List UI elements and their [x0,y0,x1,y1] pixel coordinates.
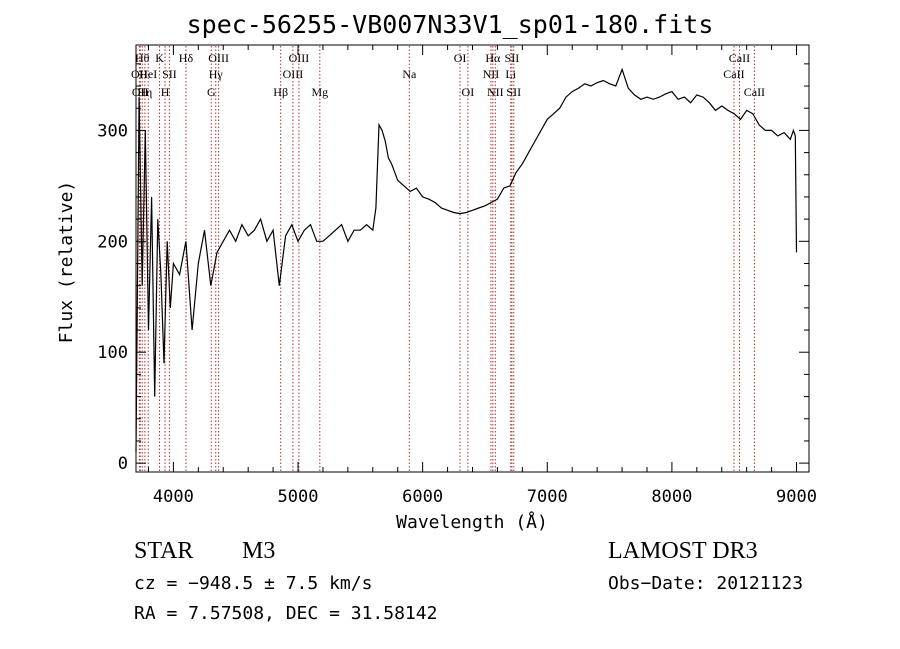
x-axis-label: Wavelength (Å) [396,511,548,533]
line-marker-label: OIII [283,67,304,81]
line-marker-label: OI [462,85,475,99]
line-marker-label: OIII [208,51,229,65]
line-marker-label: Li [505,67,516,81]
line-marker-label: OI [454,51,467,65]
x-tick-label: 5000 [278,487,319,507]
object-class: STAR [134,538,194,564]
y-tick-label: 200 [97,232,128,252]
line-marker-label: Hθ [135,51,150,65]
line-marker-label: NII [483,67,500,81]
x-tick-label: 9000 [776,487,817,507]
line-marker-label: K [155,51,164,65]
line-marker-label: Hδ [179,51,194,65]
y-axis-label: Flux (relative) [56,181,77,344]
x-axis-ticks: 4000 5000 6000 7000 8000 9000 [147,45,817,507]
x-tick-label: 7000 [527,487,568,507]
line-marker-label: CaII [744,85,765,99]
line-marker-label: CaII [723,67,744,81]
line-marker-label: H [161,85,170,99]
y-tick-label: 0 [118,454,128,474]
line-marker-label: NII [487,85,504,99]
line-marker-label: OIII [289,51,310,65]
line-marker-label: G [207,85,216,99]
observation-date: Obs−Date: 20121123 [608,573,804,594]
line-marker-label: SII [505,51,520,65]
line-marker-labels: OIIOIIHθHηHeIKHSIIHδGHγOIIIHβOIIIOIIIMgN… [131,51,765,99]
x-tick-label: 8000 [651,487,692,507]
line-marker-label: Hγ [209,67,224,81]
line-marker-label: Na [402,67,417,81]
y-tick-label: 100 [97,343,128,363]
redshift-cz: cz = −948.5 ± 7.5 km/s [134,573,373,594]
plot-frame [135,44,810,473]
y-tick-label: 300 [97,121,128,141]
x-tick-label: 6000 [402,487,443,507]
ra-dec: RA = 7.57508, DEC = 31.58142 [134,603,438,624]
flux-series-line [135,67,798,453]
line-marker-label: Hη [137,85,152,99]
chart-title: spec-56255-VB007N33V1_sp01-180.fits [186,10,714,39]
line-marker-label: SII [506,85,521,99]
line-marker-label: CaII [729,51,750,65]
line-marker-label: Hβ [273,85,288,99]
line-marker-label: Mg [311,85,328,99]
y-axis-ticks: 0 100 200 300 [97,63,809,474]
line-marker-label: OII [131,67,148,81]
line-marker-label: HeI [139,67,157,81]
object-subclass: M3 [242,538,276,564]
x-tick-label: 4000 [153,487,194,507]
line-markers [138,46,755,471]
line-marker-label: Hα [485,51,501,65]
line-marker-label: SII [162,67,177,81]
survey-name: LAMOST DR3 [608,538,758,564]
